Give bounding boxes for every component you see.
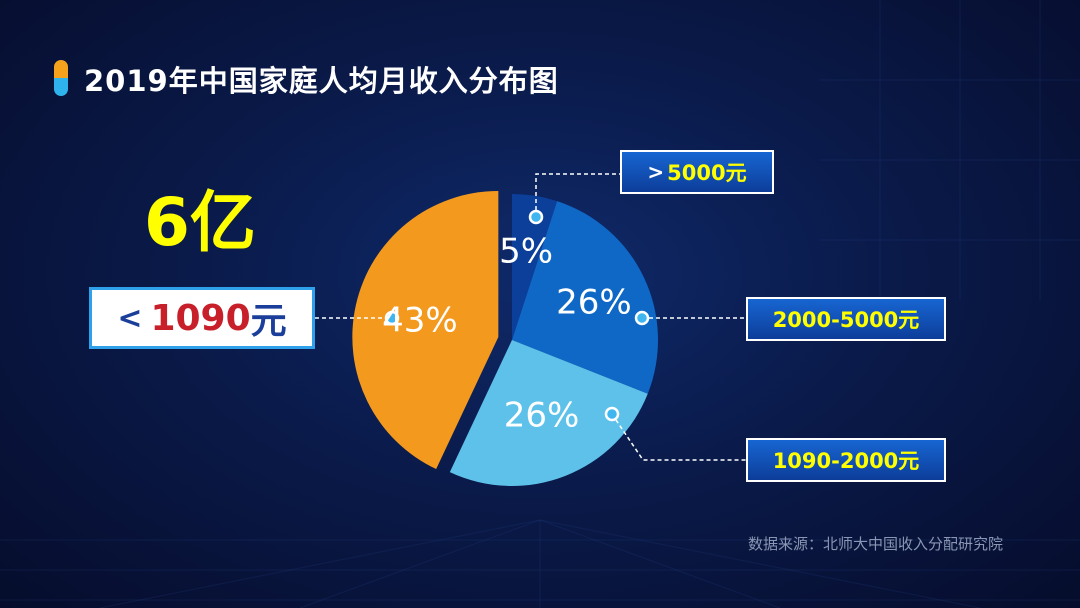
pct-label-2000-5000: 26% xyxy=(556,282,632,322)
pct-label-over-5000: 5% xyxy=(499,232,553,272)
label-over-5000-text: 5000元 xyxy=(667,161,747,185)
title-accent-bar xyxy=(54,60,68,96)
callout-value: 1090 xyxy=(150,297,251,339)
slice-2000-5000 xyxy=(512,201,658,394)
highlight-big-number: 6亿 xyxy=(144,184,256,261)
less-than-symbol: < xyxy=(117,300,143,336)
leader-dots xyxy=(384,209,650,422)
callout-unit: 元 xyxy=(250,301,287,342)
slice-under-1090 xyxy=(352,190,499,470)
pct-label-1090-2000: 26% xyxy=(504,396,580,436)
greater-than-symbol: > xyxy=(647,160,665,184)
label-over-5000: > 5000元 xyxy=(620,150,774,194)
dot-2000-5000 xyxy=(634,310,650,326)
label-1090-2000: 1090-2000元 xyxy=(746,438,946,482)
dot-over-5000 xyxy=(528,209,544,225)
data-source-note: 数据来源：北师大中国收入分配研究院 xyxy=(748,535,1004,553)
slice-over-5000 xyxy=(512,194,558,340)
leader-line-over-5000 xyxy=(535,173,620,217)
leader-lines xyxy=(315,173,746,461)
page-title: 2019年中国家庭人均月收入分布图 xyxy=(84,64,559,98)
slice-1090-2000 xyxy=(449,340,648,487)
callout-under-1090: < 1090 元 xyxy=(89,287,315,349)
dot-1090-2000 xyxy=(604,406,620,422)
label-2000-5000: 2000-5000元 xyxy=(746,297,946,341)
dot-under-1090 xyxy=(384,310,400,326)
pct-label-under-1090: 43% xyxy=(382,300,458,340)
